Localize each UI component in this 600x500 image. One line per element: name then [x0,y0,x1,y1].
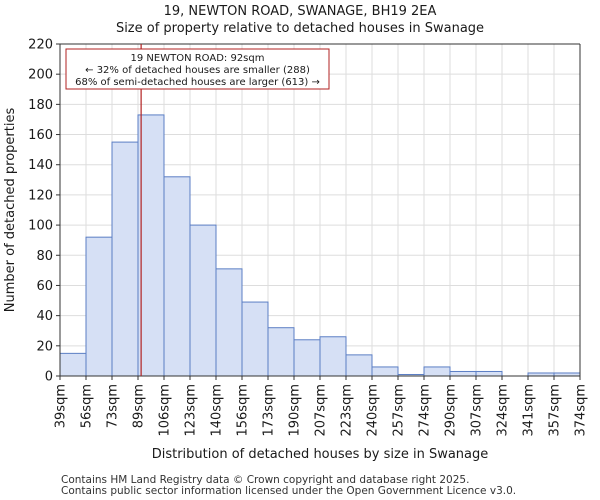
chart-title-line1: 19, NEWTON ROAD, SWANAGE, BH19 2EA [163,4,437,19]
x-tick-label: 207sqm [314,384,329,437]
x-tick-label: 73sqm [106,384,121,428]
x-tick-label: 39sqm [54,384,69,428]
histogram-bar [293,339,321,377]
y-tick-label: 80 [36,249,53,264]
x-tick-label: 173sqm [262,384,277,437]
histogram-bar [267,327,295,377]
annotation-text: 68% of semi-detached houses are larger (… [75,77,320,88]
x-tick-label: 324sqm [496,384,511,437]
x-tick-label: 140sqm [210,384,225,437]
histogram-bar [345,354,373,377]
histogram-bar [85,236,113,377]
histogram-bar [475,370,503,377]
histogram-bar [59,352,87,377]
histogram-bar [449,370,477,377]
x-tick-label: 89sqm [132,384,147,428]
histogram-bar [241,301,269,377]
annotation-text: 19 NEWTON ROAD: 92sqm [131,53,265,64]
x-tick-label: 156sqm [236,384,251,437]
x-tick-label: 307sqm [470,384,485,437]
y-tick-label: 220 [28,38,53,53]
x-tick-label: 190sqm [288,384,303,437]
y-tick-label: 140 [28,158,53,173]
y-axis-title: Number of detached properties [3,108,18,313]
footer-line1: Contains HM Land Registry data © Crown c… [61,474,470,486]
y-tick-label: 180 [28,98,53,113]
histogram-bar [215,268,243,377]
histogram-bar [189,224,217,377]
y-tick-label: 40 [36,309,53,324]
y-tick-label: 100 [28,219,53,234]
x-tick-label: 123sqm [184,384,199,437]
histogram-bar [111,141,139,377]
x-tick-label: 223sqm [340,384,355,437]
x-tick-label: 357sqm [548,384,563,437]
histogram-bar [423,366,451,377]
annotation-box [65,48,330,90]
histogram-bar [163,176,191,377]
y-tick-label: 160 [28,128,53,143]
x-axis-title: Distribution of detached houses by size … [152,447,489,462]
x-tick-label: 257sqm [392,384,407,437]
footer-line2: Contains public sector information licen… [61,485,517,497]
x-tick-label: 290sqm [444,384,459,437]
x-tick-label: 274sqm [418,384,433,437]
x-tick-label: 56sqm [80,384,95,428]
chart-title-line2: Size of property relative to detached ho… [115,21,485,36]
histogram-bar [137,114,165,377]
histogram-bar [319,336,347,377]
y-tick-label: 60 [36,279,53,294]
y-tick-label: 120 [28,188,53,203]
y-tick-label: 0 [45,370,53,385]
y-tick-label: 20 [36,339,53,354]
x-tick-label: 374sqm [574,384,589,437]
annotation-text: ← 32% of detached houses are smaller (28… [85,65,310,76]
x-tick-label: 240sqm [366,384,381,437]
x-tick-label: 341sqm [522,384,537,437]
histogram-bar [371,366,399,377]
y-tick-label: 200 [28,68,53,83]
x-tick-label: 106sqm [158,384,173,437]
